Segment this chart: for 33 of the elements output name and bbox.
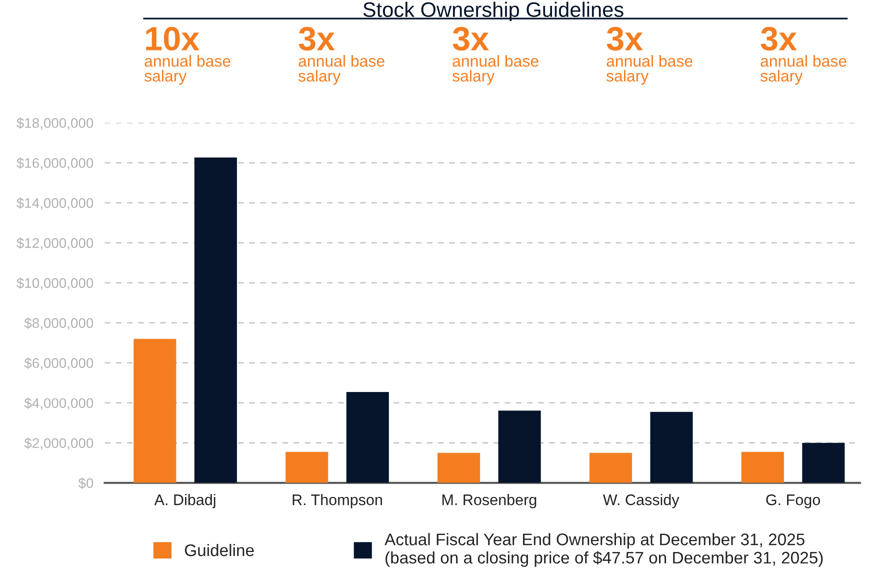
legend-label: Guideline bbox=[184, 544, 254, 556]
y-tick-label: $12,000,000 bbox=[16, 238, 94, 250]
y-tick-label: $18,000,000 bbox=[16, 118, 94, 130]
x-tick-label: M. Rosenberg bbox=[442, 494, 536, 508]
text: 3x annual base salary bbox=[298, 26, 384, 85]
y-tick-label: $2,000,000 bbox=[24, 438, 94, 450]
bar bbox=[194, 158, 237, 483]
bar bbox=[346, 392, 389, 483]
text: 3x annual base salary bbox=[760, 26, 846, 85]
y-tick-label: $14,000,000 bbox=[16, 198, 94, 210]
bar bbox=[286, 452, 328, 483]
y-tick-label: $6,000,000 bbox=[24, 358, 94, 370]
bar bbox=[741, 452, 784, 483]
x-tick-label: W. Cassidy bbox=[602, 494, 680, 508]
x-tick-label: A. Dibadj bbox=[154, 494, 216, 508]
legend-label: Actual Fiscal Year End Ownership at December 31, 2025 (based on a closing price of $47.57 on December 31, 2025) bbox=[384, 533, 823, 567]
x-tick-label: R. Thompson bbox=[292, 494, 382, 508]
x-tick-label: G. Fogo bbox=[766, 494, 820, 508]
bar bbox=[438, 452, 480, 483]
bar bbox=[498, 410, 541, 483]
bar bbox=[650, 412, 693, 483]
y-tick-label: $16,000,000 bbox=[16, 158, 94, 170]
chart-title: Stock Ownership Guidelines bbox=[363, 2, 624, 22]
y-tick-label: $0 bbox=[78, 478, 94, 489]
bar bbox=[802, 442, 845, 483]
y-tick-label: $8,000,000 bbox=[24, 318, 94, 330]
text: 10x annual base salary bbox=[144, 26, 230, 85]
text: 3x annual base salary bbox=[452, 26, 538, 85]
bar bbox=[589, 452, 632, 483]
y-tick-label: $4,000,000 bbox=[24, 398, 94, 410]
text: 3x annual base salary bbox=[606, 26, 692, 85]
bar bbox=[134, 338, 176, 483]
y-tick-label: $10,000,000 bbox=[16, 278, 94, 290]
